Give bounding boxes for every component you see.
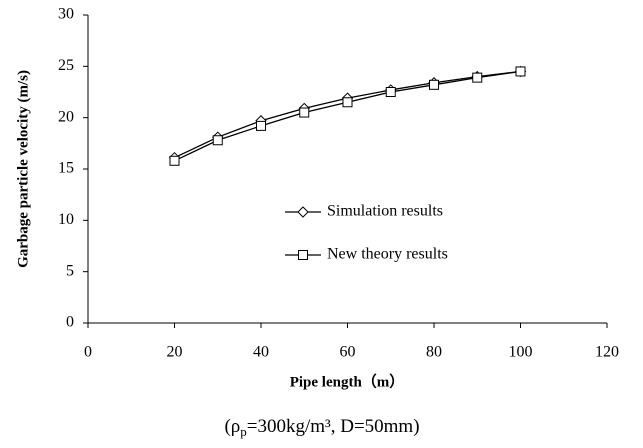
x-tick-label: 0 — [84, 344, 92, 361]
caption: (ρp=300kg/m³, D=50mm) — [224, 416, 419, 439]
y-tick-label: 25 — [58, 57, 74, 74]
y-tick-label: 10 — [58, 211, 74, 228]
marker — [212, 135, 223, 146]
marker — [169, 155, 180, 166]
series-line — [174, 70, 521, 159]
x-axis-label: Pipe length（m） — [290, 372, 405, 390]
legend-label: Simulation results — [327, 203, 443, 220]
y-tick-label: 20 — [58, 108, 74, 125]
y-tick-label: 30 — [58, 6, 74, 23]
marker — [472, 72, 483, 83]
marker — [515, 66, 526, 77]
legend-label: New theory results — [327, 246, 448, 263]
marker — [342, 97, 353, 108]
x-tick-label: 80 — [426, 344, 442, 361]
marker — [299, 107, 310, 118]
x-tick-label: 60 — [340, 344, 356, 361]
y-tick-label: 0 — [66, 314, 74, 331]
x-tick-label: 20 — [167, 344, 183, 361]
marker — [256, 120, 266, 131]
x-tick-label: 120 — [595, 344, 619, 361]
y-tick-label: 15 — [58, 160, 74, 177]
caption-subscript: p — [240, 424, 247, 439]
y-axis-label: Garbage particle velocity (m/s) — [15, 70, 31, 268]
legend-marker — [298, 250, 308, 260]
marker — [385, 87, 396, 97]
caption-part: =300kg/m³, D=50mm) — [247, 416, 420, 437]
x-tick-label: 40 — [253, 344, 269, 361]
legend-marker — [297, 206, 309, 218]
y-tick-label: 5 — [66, 262, 74, 279]
marker — [429, 79, 439, 90]
caption-part: (ρ — [224, 416, 240, 437]
x-tick-label: 100 — [509, 344, 533, 361]
series-line — [174, 70, 521, 162]
